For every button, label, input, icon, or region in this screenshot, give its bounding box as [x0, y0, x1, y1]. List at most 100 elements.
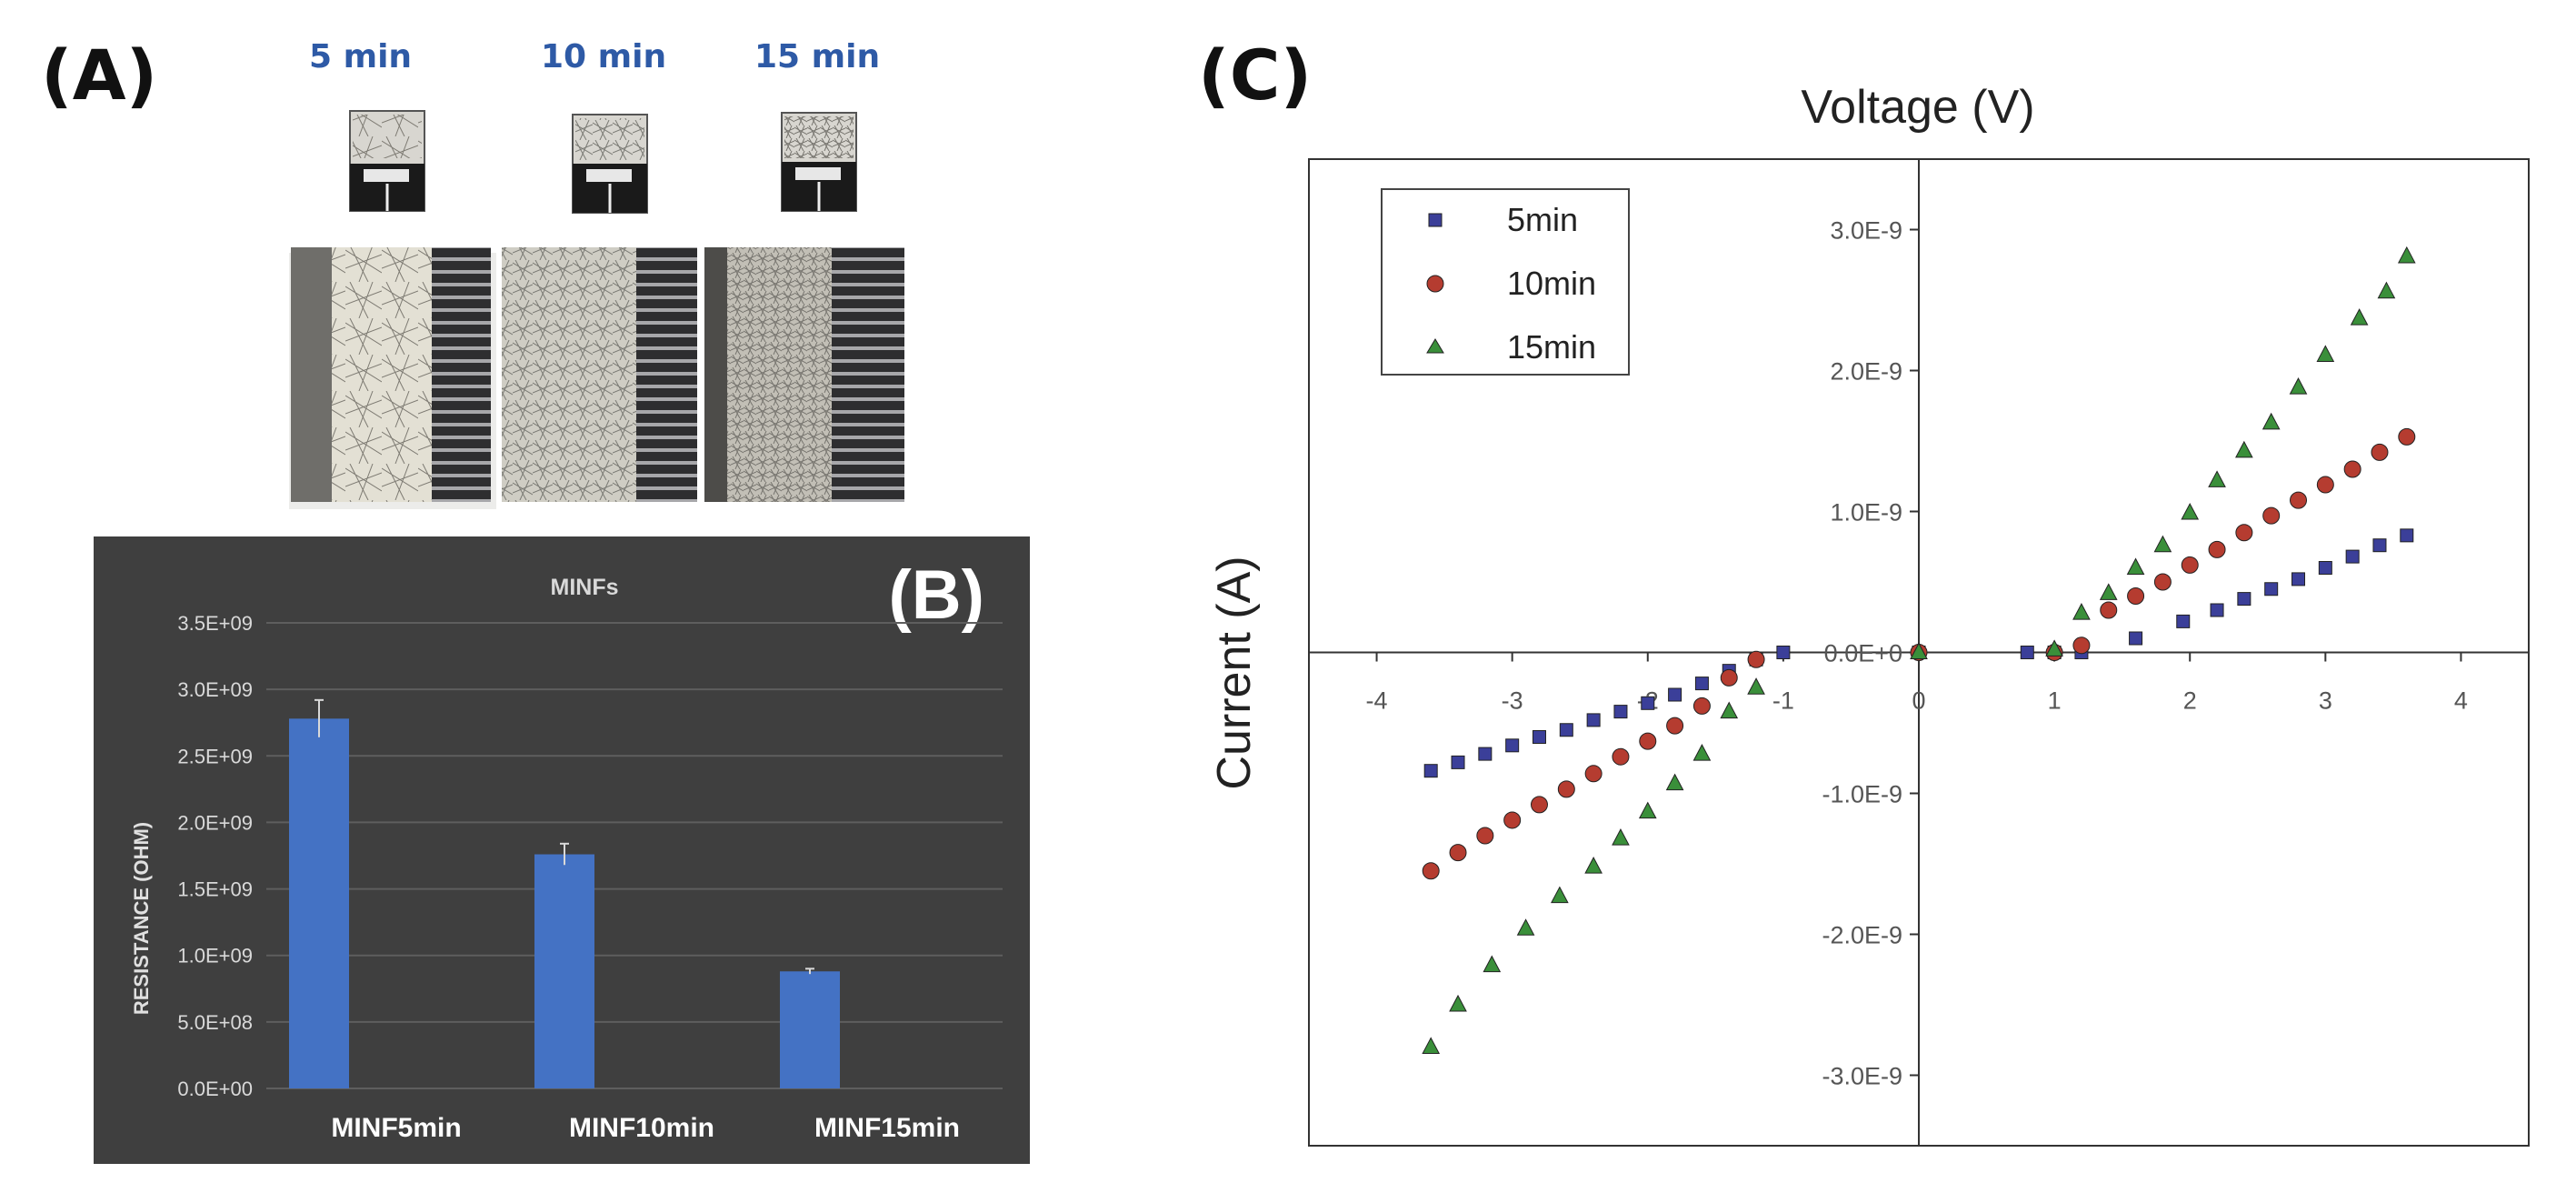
data-point-5min: [1423, 764, 1438, 778]
y-tick-label: -3.0E-9: [1822, 1063, 1902, 1090]
scatter-title: Voltage (V): [1801, 82, 2034, 134]
bar-ytick-label: 5.0E+08: [177, 1011, 253, 1034]
data-point-5min: [1532, 730, 1546, 744]
x-tick-label: -1: [1772, 687, 1794, 715]
data-point-5min: [2400, 528, 2414, 543]
data-point-15min: [2350, 308, 2369, 326]
x-tick-label: 2: [2183, 687, 2197, 715]
data-point-5min: [1478, 747, 1493, 761]
bar-category-label: MINF10min: [569, 1113, 714, 1143]
data-point-10min: [2127, 587, 2145, 605]
bar-MINF15min: [780, 971, 840, 1088]
data-point-5min: [1586, 713, 1601, 727]
data-point-5min: [1613, 705, 1628, 719]
data-point-15min: [1422, 1037, 1441, 1054]
sensor-chip-10min: [572, 114, 648, 214]
data-point-5min: [1451, 755, 1465, 769]
panel-a-label: (A): [41, 35, 158, 115]
y-tick-label: 1.0E-9: [1830, 499, 1902, 526]
data-point-5min: [2129, 631, 2143, 646]
bar-ytick-label: 1.0E+09: [177, 945, 253, 967]
data-point-10min: [2153, 573, 2172, 591]
data-point-15min: [1584, 857, 1603, 874]
data-point-15min: [2235, 440, 2253, 458]
data-point-5min: [2291, 572, 2306, 586]
x-tick-label: -4: [1366, 687, 1388, 715]
micrograph-10min: [502, 247, 697, 502]
legend-marker-5min: [1428, 213, 1443, 227]
data-point-5min: [2345, 549, 2360, 564]
x-tick-label: 4: [2454, 687, 2468, 715]
data-point-5min: [2210, 603, 2224, 617]
data-point-15min: [2397, 246, 2416, 264]
data-point-5min: [2264, 582, 2279, 596]
legend-label-15min: 15min: [1507, 328, 1596, 366]
data-point-15min: [1692, 744, 1712, 761]
y-tick-label: -2.0E-9: [1822, 922, 1902, 949]
legend-marker-15min: [1426, 338, 1444, 354]
data-point-10min: [1584, 765, 1603, 783]
data-point-10min: [1666, 717, 1684, 735]
bar-chart-ylabel: RESISTANCE (OHM): [130, 822, 153, 1015]
data-point-10min: [1639, 732, 1657, 750]
data-point-5min: [1505, 738, 1520, 753]
sensor-photos: [289, 110, 904, 509]
data-point-10min: [2072, 637, 2091, 655]
data-point-15min: [2377, 281, 2396, 299]
data-point-5min: [2237, 592, 2252, 607]
data-point-10min: [2316, 476, 2334, 494]
data-point-10min: [1422, 862, 1440, 880]
data-point-10min: [2290, 491, 2308, 509]
data-point-15min: [2045, 639, 2063, 657]
micrograph-15min: [704, 247, 904, 502]
iv-scatter-chart: Voltage (V) Current (A) -4-3-2-101234-3.…: [1208, 82, 2530, 1147]
bar-category-label: MINF15min: [814, 1113, 960, 1143]
time-label-5min: 5 min: [309, 38, 413, 75]
data-point-10min: [1449, 844, 1467, 862]
data-point-15min: [2099, 583, 2118, 600]
bar-MINF5min: [289, 718, 349, 1088]
data-point-15min: [2153, 535, 2172, 553]
bar-ytick-label: 2.0E+09: [177, 811, 253, 834]
data-point-5min: [1559, 723, 1573, 737]
data-point-15min: [2261, 412, 2281, 430]
data-point-10min: [1720, 668, 1738, 687]
data-point-10min: [1476, 827, 1494, 845]
x-tick-label: 3: [2319, 687, 2332, 715]
panel-c-label: (C): [1198, 35, 1313, 115]
time-label-10min: 10 min: [541, 38, 667, 75]
data-point-15min: [1483, 955, 1502, 973]
data-point-15min: [2181, 502, 2200, 520]
data-point-5min: [2318, 561, 2332, 575]
data-point-15min: [1551, 886, 1569, 904]
data-point-5min: [2372, 538, 2387, 553]
y-tick-label: -1.0E-9: [1822, 781, 1902, 808]
y-tick-label: 3.0E-9: [1830, 217, 1902, 245]
bar-MINF10min: [534, 854, 594, 1088]
sensor-chip-15min: [781, 112, 857, 212]
data-point-10min: [1612, 747, 1630, 766]
data-point-10min: [2208, 540, 2226, 558]
data-point-15min: [1747, 677, 1765, 695]
data-point-15min: [1638, 801, 1657, 819]
data-point-5min: [1694, 677, 1709, 691]
data-point-15min: [2072, 603, 2091, 620]
data-point-5min: [2176, 614, 2191, 628]
bar-chart-title: MINFs: [551, 575, 619, 600]
data-point-15min: [1910, 642, 1928, 659]
bar-category-label: MINF5min: [331, 1113, 461, 1143]
y-tick-label: 0.0E+0: [1824, 640, 1902, 667]
data-point-10min: [1747, 650, 1765, 668]
data-point-10min: [1692, 697, 1711, 715]
data-point-15min: [1449, 994, 1467, 1012]
data-point-15min: [1612, 828, 1630, 846]
data-point-15min: [2289, 377, 2308, 395]
legend-marker-10min: [1426, 275, 1444, 293]
data-point-10min: [1530, 796, 1548, 814]
bar-ytick-label: 1.5E+09: [177, 878, 253, 901]
x-tick-label: 1: [2048, 687, 2062, 715]
legend-label-5min: 5min: [1507, 201, 1578, 238]
data-point-15min: [2208, 470, 2226, 487]
data-point-15min: [1720, 701, 1739, 719]
bar-ytick-label: 3.5E+09: [177, 612, 253, 635]
